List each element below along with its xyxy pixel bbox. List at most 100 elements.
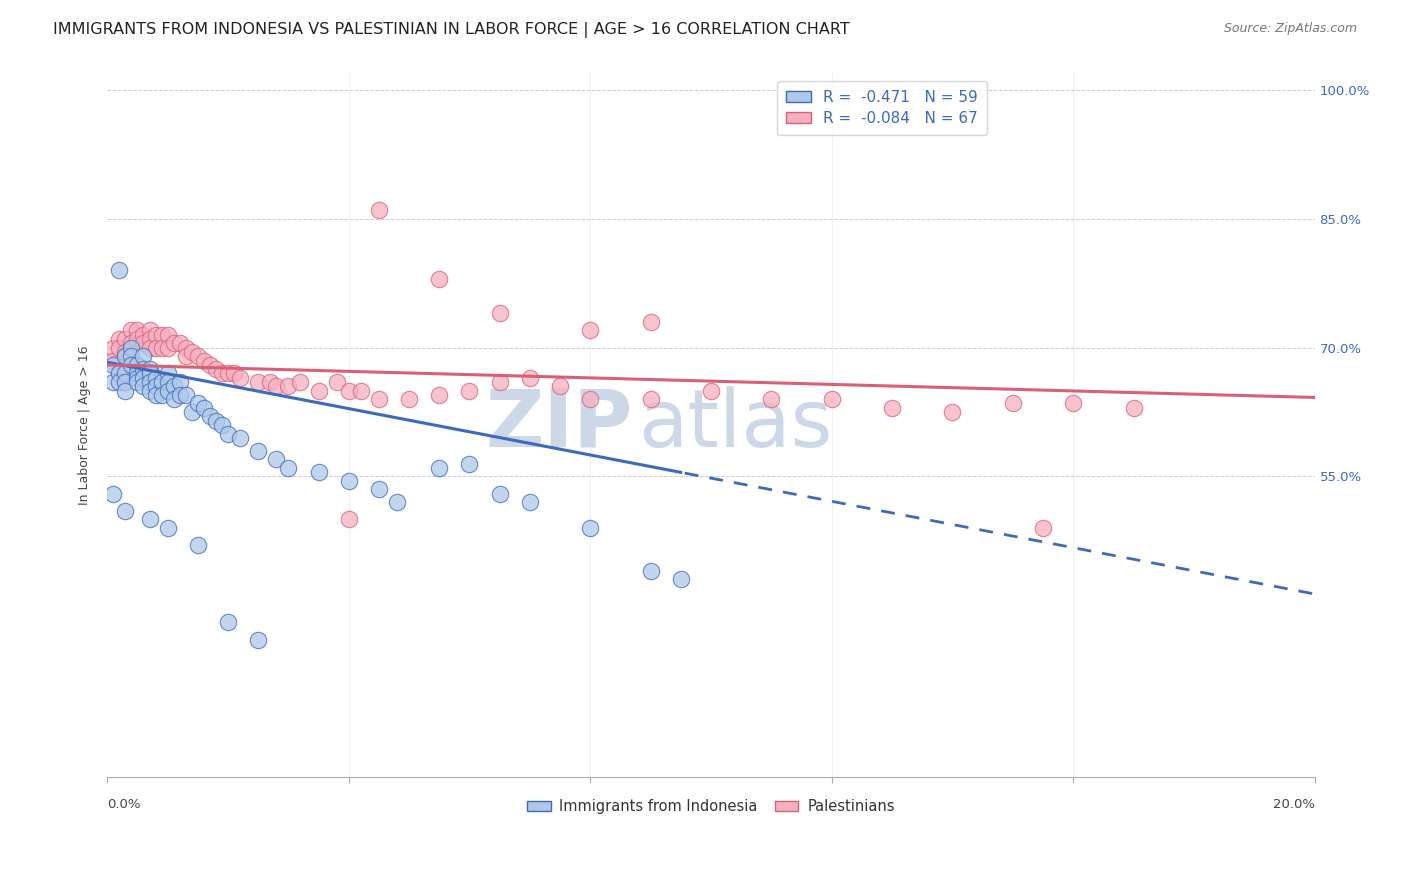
Point: [156, 327, 179, 342]
Point: [132, 379, 155, 393]
Point: [205, 362, 228, 376]
Point: [145, 341, 167, 355]
Point: [114, 349, 136, 363]
Point: [247, 632, 270, 647]
Point: [217, 426, 239, 441]
Point: [174, 388, 197, 402]
Point: [138, 384, 160, 398]
Point: [337, 512, 360, 526]
Point: [138, 375, 160, 389]
Point: [103, 353, 125, 368]
Point: [488, 306, 510, 320]
Point: [150, 388, 173, 402]
Point: [132, 349, 155, 363]
Point: [821, 392, 844, 406]
Point: [1062, 396, 1084, 410]
Point: [127, 332, 149, 346]
Point: [127, 375, 149, 389]
Point: [138, 362, 160, 376]
Point: [150, 327, 173, 342]
Point: [308, 465, 330, 479]
Point: [145, 379, 167, 393]
Point: [103, 341, 125, 355]
Point: [277, 460, 299, 475]
Point: [488, 375, 510, 389]
Y-axis label: In Labor Force | Age > 16: In Labor Force | Age > 16: [79, 345, 91, 505]
Point: [519, 495, 541, 509]
Point: [247, 375, 270, 389]
Point: [198, 409, 221, 424]
Point: [337, 474, 360, 488]
Point: [669, 573, 692, 587]
Point: [398, 392, 420, 406]
Point: [169, 388, 191, 402]
Point: [103, 375, 125, 389]
Point: [174, 349, 197, 363]
Point: [156, 375, 179, 389]
Point: [277, 379, 299, 393]
Point: [217, 615, 239, 630]
Point: [1122, 401, 1144, 415]
Point: [108, 367, 131, 381]
Point: [187, 396, 209, 410]
Point: [640, 315, 662, 329]
Point: [217, 367, 239, 381]
Point: [103, 486, 125, 500]
Point: [700, 384, 723, 398]
Point: [127, 367, 149, 381]
Point: [120, 324, 142, 338]
Point: [120, 341, 142, 355]
Legend: Immigrants from Indonesia, Palestinians: Immigrants from Indonesia, Palestinians: [522, 794, 901, 821]
Point: [132, 370, 155, 384]
Text: 20.0%: 20.0%: [1272, 798, 1315, 811]
Point: [169, 375, 191, 389]
Point: [138, 341, 160, 355]
Point: [114, 332, 136, 346]
Point: [205, 414, 228, 428]
Point: [198, 358, 221, 372]
Point: [138, 324, 160, 338]
Point: [138, 332, 160, 346]
Point: [247, 443, 270, 458]
Point: [156, 341, 179, 355]
Point: [132, 327, 155, 342]
Point: [120, 358, 142, 372]
Point: [145, 327, 167, 342]
Point: [150, 341, 173, 355]
Point: [114, 384, 136, 398]
Point: [114, 345, 136, 359]
Point: [290, 375, 312, 389]
Point: [187, 538, 209, 552]
Point: [761, 392, 783, 406]
Point: [103, 358, 125, 372]
Point: [156, 521, 179, 535]
Point: [108, 341, 131, 355]
Point: [367, 203, 389, 218]
Point: [174, 341, 197, 355]
Point: [367, 392, 389, 406]
Point: [127, 324, 149, 338]
Point: [941, 405, 963, 419]
Point: [163, 336, 186, 351]
Point: [114, 367, 136, 381]
Point: [138, 512, 160, 526]
Point: [156, 384, 179, 398]
Point: [325, 375, 347, 389]
Point: [150, 375, 173, 389]
Point: [169, 336, 191, 351]
Point: [132, 336, 155, 351]
Point: [880, 401, 903, 415]
Point: [458, 384, 481, 398]
Point: [114, 504, 136, 518]
Point: [266, 379, 288, 393]
Point: [222, 367, 245, 381]
Point: [187, 349, 209, 363]
Point: [180, 345, 202, 359]
Point: [458, 457, 481, 471]
Point: [350, 384, 373, 398]
Point: [120, 349, 142, 363]
Point: [163, 392, 186, 406]
Text: ZIP: ZIP: [485, 386, 633, 464]
Text: IMMIGRANTS FROM INDONESIA VS PALESTINIAN IN LABOR FORCE | AGE > 16 CORRELATION C: IMMIGRANTS FROM INDONESIA VS PALESTINIAN…: [53, 22, 851, 38]
Point: [229, 431, 252, 445]
